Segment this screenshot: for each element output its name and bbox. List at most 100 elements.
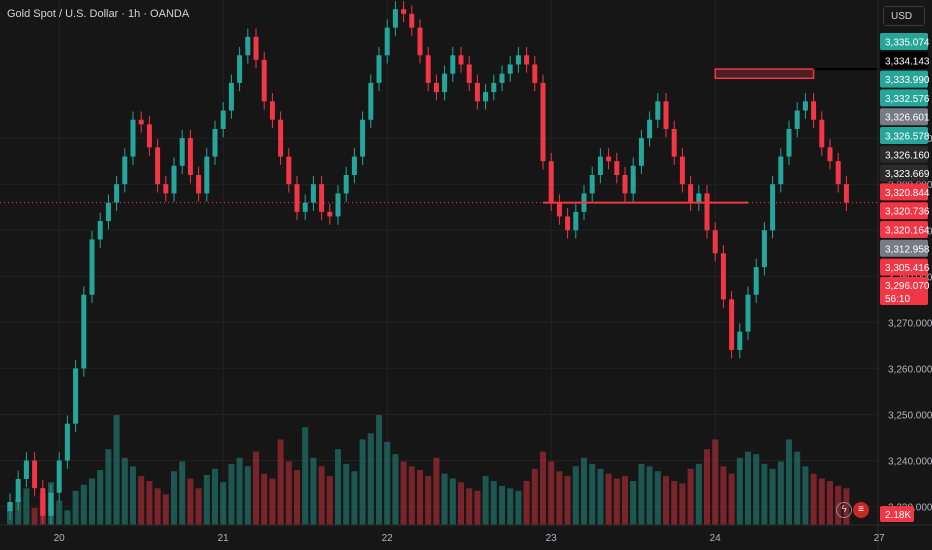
- volume-bar: [376, 415, 382, 525]
- candle: [360, 119, 366, 157]
- volume-bar: [769, 468, 776, 525]
- price-marker-label: 3,326.578: [885, 132, 930, 143]
- candle: [524, 55, 530, 65]
- candle: [827, 147, 833, 162]
- volume-bar: [64, 510, 71, 525]
- volume-bar: [654, 471, 661, 525]
- x-tick-label: 23: [546, 533, 558, 544]
- volume-bar: [802, 466, 809, 525]
- volume-bar: [695, 463, 702, 525]
- volume-bar: [253, 451, 259, 525]
- candle: [7, 501, 13, 512]
- candle: [237, 55, 243, 83]
- candle: [794, 110, 800, 129]
- volume-bar: [466, 488, 473, 525]
- current-price-tag: [880, 277, 928, 305]
- volume-bar: [97, 470, 104, 525]
- candle: [376, 55, 382, 83]
- volume-bar: [310, 457, 317, 525]
- candle: [253, 36, 259, 60]
- candle: [556, 202, 562, 217]
- candle: [704, 193, 710, 231]
- volume-bar: [810, 473, 817, 525]
- volume-bar: [326, 476, 333, 525]
- current-price-label: 3,296.070: [885, 281, 930, 292]
- volume-bar: [597, 468, 604, 525]
- candle: [417, 27, 423, 56]
- candle: [515, 55, 521, 65]
- price-marker: [880, 164, 928, 182]
- volume-bar: [244, 466, 251, 525]
- volume-bar: [622, 476, 628, 525]
- price-marker: [880, 51, 928, 69]
- price-marker-label: 3,320.736: [885, 207, 930, 218]
- candle: [351, 156, 357, 175]
- candle: [450, 55, 456, 74]
- candle: [532, 64, 538, 83]
- candle: [589, 175, 595, 194]
- volume-bar: [794, 451, 801, 525]
- candle: [89, 239, 95, 295]
- volume-bar: [146, 481, 153, 525]
- y-tick-label: 3,240.000: [888, 457, 932, 468]
- volume-bar: [556, 471, 563, 525]
- volume-bar: [335, 449, 341, 525]
- price-marker-label: 3,305.416: [885, 263, 930, 274]
- candle: [114, 184, 120, 203]
- candle: [597, 156, 603, 175]
- candle: [491, 82, 497, 93]
- volume-bar: [515, 490, 522, 525]
- currency-selector-button[interactable]: USD: [883, 6, 925, 26]
- price-marker-label: 3,320.164: [885, 226, 930, 237]
- volume-bar: [540, 451, 546, 525]
- y-tick-label: 3,260.000: [888, 364, 932, 375]
- candle: [696, 193, 702, 203]
- volume-bar: [113, 415, 120, 525]
- candle: [73, 368, 79, 424]
- candle: [64, 423, 70, 461]
- candle: [442, 73, 448, 93]
- volume-bar: [425, 476, 432, 525]
- volume-bar: [343, 463, 350, 525]
- volume-bar: [753, 454, 760, 525]
- volume-bar: [302, 427, 309, 525]
- candle: [146, 124, 152, 148]
- candle: [811, 101, 817, 120]
- candle: [286, 156, 292, 185]
- candle: [220, 110, 226, 129]
- candle: [171, 165, 177, 194]
- countdown-label: 56:10: [885, 294, 910, 305]
- price-marker-label: 3,334.143: [885, 56, 930, 67]
- candle: [548, 161, 554, 203]
- volume-bar: [179, 461, 186, 525]
- candle: [614, 161, 620, 175]
- y-tick-label: 3,250.000: [888, 410, 932, 421]
- candle: [540, 82, 546, 162]
- volume-bar: [433, 457, 440, 525]
- volume-bar: [704, 449, 710, 525]
- candle: [761, 230, 767, 268]
- volume-bar: [89, 478, 95, 525]
- candle: [335, 193, 341, 217]
- price-marker: [880, 239, 928, 257]
- volume-bar: [605, 473, 612, 525]
- volume-bar: [72, 490, 79, 525]
- candle: [671, 128, 677, 157]
- volume-bar: [408, 466, 415, 525]
- volume-bar: [827, 481, 833, 525]
- candle: [688, 184, 694, 203]
- candle: [15, 478, 21, 502]
- volume-bar: [400, 461, 407, 525]
- candle: [327, 211, 333, 217]
- candle: [622, 175, 628, 194]
- volume-bar: [458, 482, 464, 525]
- volume-bar: [15, 498, 22, 525]
- chart-title: Gold Spot / U.S. Dollar · 1h · OANDA: [7, 8, 190, 20]
- volume-bar: [105, 449, 112, 525]
- flag-icon[interactable]: ≡: [853, 502, 869, 518]
- volume-bar: [777, 461, 784, 525]
- candle: [196, 175, 202, 194]
- price-marker: [880, 127, 928, 144]
- flash-icon[interactable]: ϟ: [836, 502, 852, 518]
